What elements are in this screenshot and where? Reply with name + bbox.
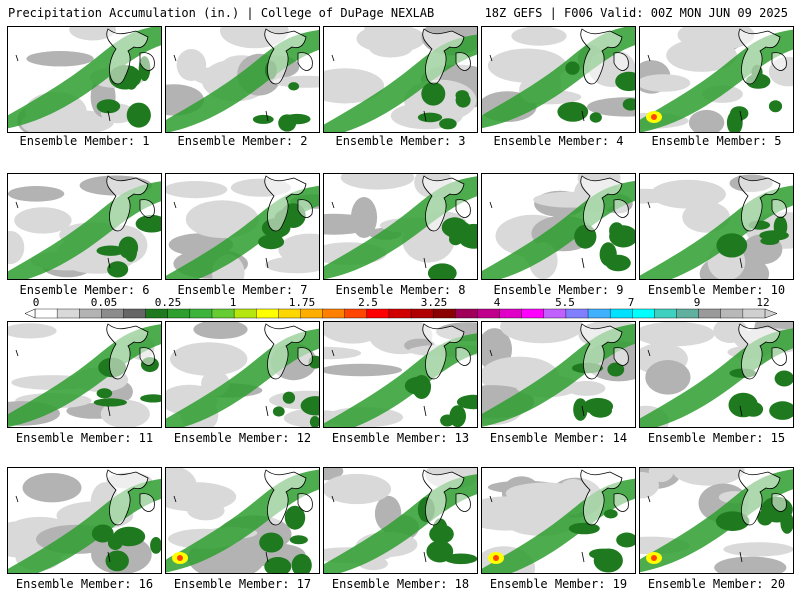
member-label-6: Ensemble Member: 6 bbox=[19, 283, 150, 297]
colorbar-tick-label: 4 bbox=[493, 296, 501, 309]
colorbar-segment bbox=[632, 308, 655, 319]
colorbar-tick-label: 2.5 bbox=[358, 296, 378, 309]
member-label-1: Ensemble Member: 1 bbox=[19, 134, 150, 148]
colorbar-segment bbox=[233, 308, 257, 319]
member-label-8: Ensemble Member: 8 bbox=[335, 283, 466, 297]
member-label-16: Ensemble Member: 16 bbox=[15, 577, 154, 591]
colorbar-segment bbox=[123, 308, 147, 319]
member-map-18 bbox=[323, 467, 478, 574]
colorbar-segment bbox=[211, 308, 235, 319]
member-map-12 bbox=[165, 321, 320, 428]
colorbar-segment bbox=[256, 308, 279, 319]
colorbar-segment bbox=[432, 308, 456, 319]
member-label-17: Ensemble Member: 17 bbox=[173, 577, 312, 591]
precipitation-colorbar bbox=[25, 308, 778, 319]
colorbar-right-arrow bbox=[764, 308, 778, 319]
member-map-8 bbox=[323, 173, 478, 280]
colorbar-tick-label: 1 bbox=[229, 296, 237, 309]
colorbar-segment bbox=[565, 308, 589, 319]
colorbar-segment bbox=[654, 308, 678, 319]
member-map-4 bbox=[481, 26, 636, 133]
member-label-9: Ensemble Member: 9 bbox=[493, 283, 624, 297]
colorbar-tick-label: 12 bbox=[756, 296, 770, 309]
member-map-2 bbox=[165, 26, 320, 133]
member-label-10: Ensemble Member: 10 bbox=[647, 283, 786, 297]
colorbar-segment bbox=[101, 308, 124, 319]
member-map-5 bbox=[639, 26, 794, 133]
colorbar-segment bbox=[278, 308, 301, 319]
colorbar-segment bbox=[366, 308, 390, 319]
member-label-15: Ensemble Member: 15 bbox=[647, 431, 786, 445]
colorbar-segment bbox=[56, 308, 80, 319]
member-label-18: Ensemble Member: 18 bbox=[331, 577, 470, 591]
colorbar-segment bbox=[698, 308, 722, 319]
colorbar-tick-label: 0 bbox=[32, 296, 40, 309]
colorbar-segment bbox=[543, 308, 567, 319]
member-label-5: Ensemble Member: 5 bbox=[651, 134, 782, 148]
member-map-9 bbox=[481, 173, 636, 280]
colorbar-segment bbox=[499, 308, 523, 319]
member-map-19 bbox=[481, 467, 636, 574]
member-label-12: Ensemble Member: 12 bbox=[173, 431, 312, 445]
colorbar-tick-label: 7 bbox=[627, 296, 635, 309]
member-map-20 bbox=[639, 467, 794, 574]
member-label-19: Ensemble Member: 19 bbox=[489, 577, 628, 591]
member-label-7: Ensemble Member: 7 bbox=[177, 283, 308, 297]
colorbar-segment bbox=[477, 308, 501, 319]
colorbar-tick-label: 0.25 bbox=[154, 296, 182, 309]
member-map-3 bbox=[323, 26, 478, 133]
colorbar-tick-label: 9 bbox=[693, 296, 701, 309]
colorbar-tick-label: 5.5 bbox=[555, 296, 575, 309]
member-map-1 bbox=[7, 26, 162, 133]
member-map-13 bbox=[323, 321, 478, 428]
colorbar-segment bbox=[587, 308, 611, 319]
colorbar-segment bbox=[455, 308, 478, 319]
member-map-15 bbox=[639, 321, 794, 428]
member-label-14: Ensemble Member: 14 bbox=[489, 431, 628, 445]
member-label-13: Ensemble Member: 13 bbox=[331, 431, 470, 445]
colorbar-segment bbox=[388, 308, 412, 319]
colorbar-tick-label: 3.25 bbox=[420, 296, 448, 309]
colorbar-segment bbox=[145, 308, 169, 319]
member-map-6 bbox=[7, 173, 162, 280]
page-title: Precipitation Accumulation (in.) | Colle… bbox=[8, 6, 435, 20]
member-map-10 bbox=[639, 173, 794, 280]
colorbar-segment bbox=[344, 308, 368, 319]
member-label-3: Ensemble Member: 3 bbox=[335, 134, 466, 148]
member-map-16 bbox=[7, 467, 162, 574]
member-map-11 bbox=[7, 321, 162, 428]
colorbar-tick-label: 0.05 bbox=[90, 296, 118, 309]
colorbar-segment bbox=[676, 308, 700, 319]
colorbar-segment bbox=[300, 308, 324, 319]
colorbar-tick-label: 1.75 bbox=[288, 296, 316, 309]
colorbar-segment bbox=[410, 308, 434, 319]
colorbar-segment bbox=[34, 308, 58, 319]
member-map-7 bbox=[165, 173, 320, 280]
member-label-11: Ensemble Member: 11 bbox=[15, 431, 154, 445]
colorbar-segment bbox=[189, 308, 213, 319]
colorbar-segment bbox=[322, 308, 346, 319]
colorbar-segment bbox=[609, 308, 633, 319]
colorbar-segment bbox=[521, 308, 545, 319]
colorbar-segment bbox=[79, 308, 102, 319]
member-map-17 bbox=[165, 467, 320, 574]
colorbar-segment bbox=[742, 308, 766, 319]
model-run-label: 18Z GEFS | F006 Valid: 00Z MON JUN 09 20… bbox=[484, 6, 788, 20]
colorbar-segment bbox=[720, 308, 744, 319]
member-label-20: Ensemble Member: 20 bbox=[647, 577, 786, 591]
member-label-4: Ensemble Member: 4 bbox=[493, 134, 624, 148]
member-map-14 bbox=[481, 321, 636, 428]
colorbar-segment bbox=[167, 308, 191, 319]
colorbar-left-arrow bbox=[25, 308, 36, 319]
member-label-2: Ensemble Member: 2 bbox=[177, 134, 308, 148]
